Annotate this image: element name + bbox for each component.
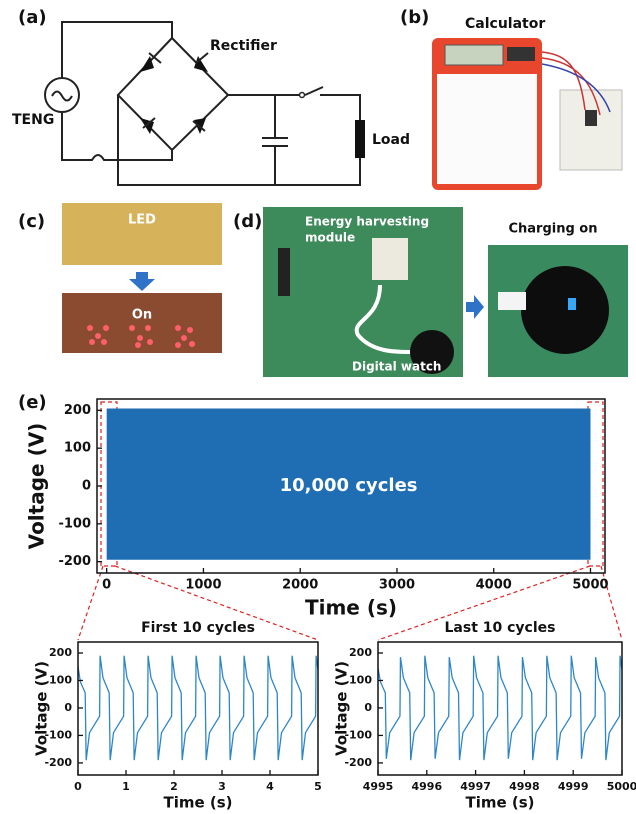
signal-line: [378, 656, 622, 760]
y-tick-label: -100: [58, 516, 91, 531]
load-label: Load: [372, 132, 410, 148]
y-tick-label: 0: [82, 479, 91, 494]
x-tick-label: 4000: [476, 578, 512, 593]
panel-label: (c): [18, 211, 45, 232]
y-axis-label: Voltage (V): [25, 423, 49, 550]
y-tick-label: 200: [349, 646, 372, 659]
panel-label: (b): [400, 7, 429, 28]
x-tick-label: 4: [266, 780, 274, 793]
circuit: TENG Rectifier Load: [12, 22, 410, 185]
x-tick-label: 4997: [460, 780, 491, 793]
annotation: 10,000 cycles: [280, 475, 418, 496]
x-tick-label: 2: [170, 780, 178, 793]
x-tick-label: 3000: [379, 578, 415, 593]
y-tick-label: -200: [44, 756, 72, 769]
plot-frame: [78, 642, 318, 775]
chart-title: Last 10 cycles: [445, 620, 556, 636]
y-tick-label: 100: [349, 673, 372, 686]
watch-photos: Energy harvesting module Digital watch C…: [263, 207, 628, 377]
x-tick-label: 4998: [509, 780, 540, 793]
figure: (a) (b) (c) (d) (e) TENG Rectifier Load …: [0, 0, 636, 814]
x-tick-label: 4996: [411, 780, 442, 793]
y-tick-label: 200: [64, 403, 91, 418]
source-label: TENG: [12, 112, 54, 128]
x-tick-label: 5000: [572, 578, 608, 593]
y-tick-label: 200: [49, 646, 72, 659]
x-tick-label: 4995: [363, 780, 394, 793]
x-tick-label: 0: [74, 780, 82, 793]
x-tick-label: 5: [314, 780, 322, 793]
calculator-title: Calculator: [465, 16, 545, 32]
x-tick-label: 2000: [282, 578, 318, 593]
x-tick-label: 1: [122, 780, 130, 793]
x-axis-label: Time (s): [305, 596, 397, 620]
chart-title: First 10 cycles: [141, 620, 255, 636]
x-tick-label: 5000: [607, 780, 636, 793]
x-tick-label: 3: [218, 780, 226, 793]
x-axis-label: Time (s): [163, 794, 232, 812]
y-tick-label: 100: [64, 441, 91, 456]
panel-label: (a): [18, 7, 47, 28]
y-tick-label: 0: [364, 701, 372, 714]
signal-line: [78, 656, 318, 760]
panel-label: (d): [233, 211, 262, 232]
y-axis-label: Voltage (V): [33, 661, 51, 756]
y-tick-label: -200: [344, 756, 372, 769]
y-tick-label: 100: [49, 673, 72, 686]
module-label: module: [305, 231, 355, 245]
y-tick-label: -200: [58, 554, 91, 569]
panel-label: (e): [18, 392, 47, 413]
device-label: Digital watch: [352, 360, 441, 374]
x-axis-label: Time (s): [465, 794, 534, 812]
x-tick-label: 0: [102, 578, 111, 593]
x-tick-label: 4999: [558, 780, 589, 793]
led-photos: LED On: [62, 203, 222, 353]
charging-label: Charging on: [508, 222, 597, 237]
x-tick-label: 1000: [185, 578, 221, 593]
calculator-photo: Calculator: [432, 16, 622, 190]
y-axis-label: Voltage (V): [333, 661, 351, 756]
y-tick-label: 0: [64, 701, 72, 714]
led-off-label: LED: [128, 213, 156, 228]
rectifier-label: Rectifier: [210, 38, 277, 54]
module-label: Energy harvesting: [305, 215, 429, 229]
plot-frame: [378, 642, 622, 775]
led-on-label: On: [132, 308, 152, 323]
